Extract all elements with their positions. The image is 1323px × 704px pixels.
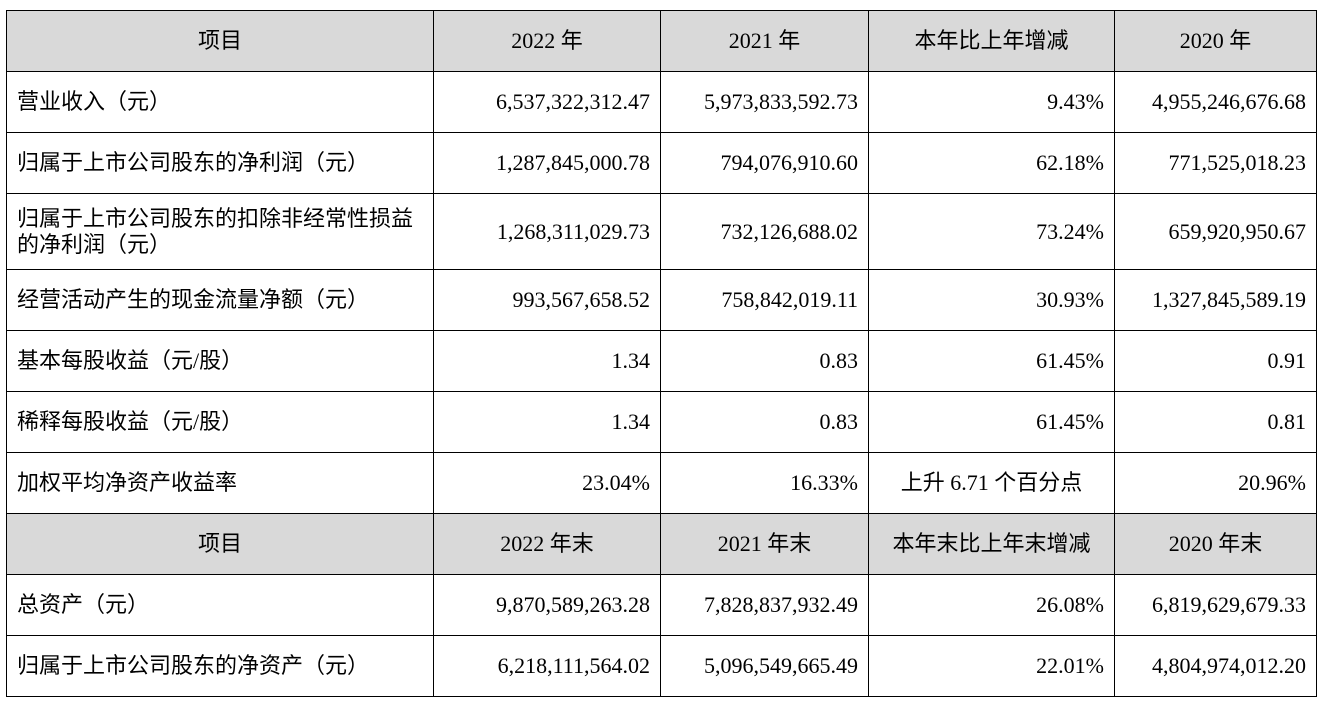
row-label: 经营活动产生的现金流量净额（元）	[6, 269, 434, 331]
cell-value: 0.81	[1114, 391, 1317, 453]
cell-value: 6,218,111,564.02	[433, 635, 661, 697]
cell-value: 23.04%	[433, 452, 661, 514]
row-label: 基本每股收益（元/股）	[6, 330, 434, 392]
table-row: 稀释每股收益（元/股） 1.34 0.83 61.45% 0.81	[6, 391, 1317, 453]
cell-value: 5,973,833,592.73	[660, 71, 869, 133]
cell-value: 659,920,950.67	[1114, 193, 1317, 270]
row-label: 总资产（元）	[6, 574, 434, 636]
cell-value: 1,327,845,589.19	[1114, 269, 1317, 331]
cell-value: 61.45%	[868, 391, 1115, 453]
cell-value: 1.34	[433, 391, 661, 453]
header-cell-2022-end: 2022 年末	[433, 513, 661, 575]
cell-value: 16.33%	[660, 452, 869, 514]
table-row: 营业收入（元） 6,537,322,312.47 5,973,833,592.7…	[6, 71, 1317, 133]
table-row: 加权平均净资产收益率 23.04% 16.33% 上升 6.71 个百分点 20…	[6, 452, 1317, 514]
cell-value: 22.01%	[868, 635, 1115, 697]
table-row: 归属于上市公司股东的扣除非经常性损益的净利润（元） 1,268,311,029.…	[6, 193, 1317, 270]
table-row: 基本每股收益（元/股） 1.34 0.83 61.45% 0.91	[6, 330, 1317, 392]
header-cell-item: 项目	[6, 513, 434, 575]
cell-value: 0.91	[1114, 330, 1317, 392]
row-label: 加权平均净资产收益率	[6, 452, 434, 514]
row-label: 归属于上市公司股东的净资产（元）	[6, 635, 434, 697]
financial-indicators-table: 项目 2022 年 2021 年 本年比上年增减 2020 年 营业收入（元） …	[6, 10, 1317, 697]
cell-value: 4,955,246,676.68	[1114, 71, 1317, 133]
table-row: 总资产（元） 9,870,589,263.28 7,828,837,932.49…	[6, 574, 1317, 636]
row-label: 归属于上市公司股东的扣除非经常性损益的净利润（元）	[6, 193, 434, 270]
header-cell-2022: 2022 年	[433, 10, 661, 72]
header-cell-2020-end: 2020 年末	[1114, 513, 1317, 575]
cell-value: 732,126,688.02	[660, 193, 869, 270]
cell-value: 5,096,549,665.49	[660, 635, 869, 697]
cell-value: 26.08%	[868, 574, 1115, 636]
cell-value: 993,567,658.52	[433, 269, 661, 331]
cell-value: 61.45%	[868, 330, 1115, 392]
table-row: 归属于上市公司股东的净利润（元） 1,287,845,000.78 794,07…	[6, 132, 1317, 194]
cell-value: 6,537,322,312.47	[433, 71, 661, 133]
cell-value: 4,804,974,012.20	[1114, 635, 1317, 697]
header-cell-2021: 2021 年	[660, 10, 869, 72]
table-row: 经营活动产生的现金流量净额（元） 993,567,658.52 758,842,…	[6, 269, 1317, 331]
header-cell-2020: 2020 年	[1114, 10, 1317, 72]
cell-value: 7,828,837,932.49	[660, 574, 869, 636]
cell-value: 1,287,845,000.78	[433, 132, 661, 194]
cell-value: 0.83	[660, 391, 869, 453]
cell-value: 20.96%	[1114, 452, 1317, 514]
table-header-row: 项目 2022 年 2021 年 本年比上年增减 2020 年	[6, 10, 1317, 72]
header-cell-2021-end: 2021 年末	[660, 513, 869, 575]
table-header-row-year-end: 项目 2022 年末 2021 年末 本年末比上年末增减 2020 年末	[6, 513, 1317, 575]
cell-value: 6,819,629,679.33	[1114, 574, 1317, 636]
cell-value: 771,525,018.23	[1114, 132, 1317, 194]
header-cell-change: 本年比上年增减	[868, 10, 1115, 72]
table-row: 归属于上市公司股东的净资产（元） 6,218,111,564.02 5,096,…	[6, 635, 1317, 697]
header-cell-change-end: 本年末比上年末增减	[868, 513, 1115, 575]
cell-value: 上升 6.71 个百分点	[868, 452, 1115, 514]
cell-value: 73.24%	[868, 193, 1115, 270]
cell-value: 62.18%	[868, 132, 1115, 194]
cell-value: 9,870,589,263.28	[433, 574, 661, 636]
cell-value: 1.34	[433, 330, 661, 392]
cell-value: 30.93%	[868, 269, 1115, 331]
cell-value: 794,076,910.60	[660, 132, 869, 194]
row-label: 稀释每股收益（元/股）	[6, 391, 434, 453]
cell-value: 0.83	[660, 330, 869, 392]
cell-value: 9.43%	[868, 71, 1115, 133]
row-label: 归属于上市公司股东的净利润（元）	[6, 132, 434, 194]
cell-value: 1,268,311,029.73	[433, 193, 661, 270]
header-cell-item: 项目	[6, 10, 434, 72]
row-label: 营业收入（元）	[6, 71, 434, 133]
cell-value: 758,842,019.11	[660, 269, 869, 331]
